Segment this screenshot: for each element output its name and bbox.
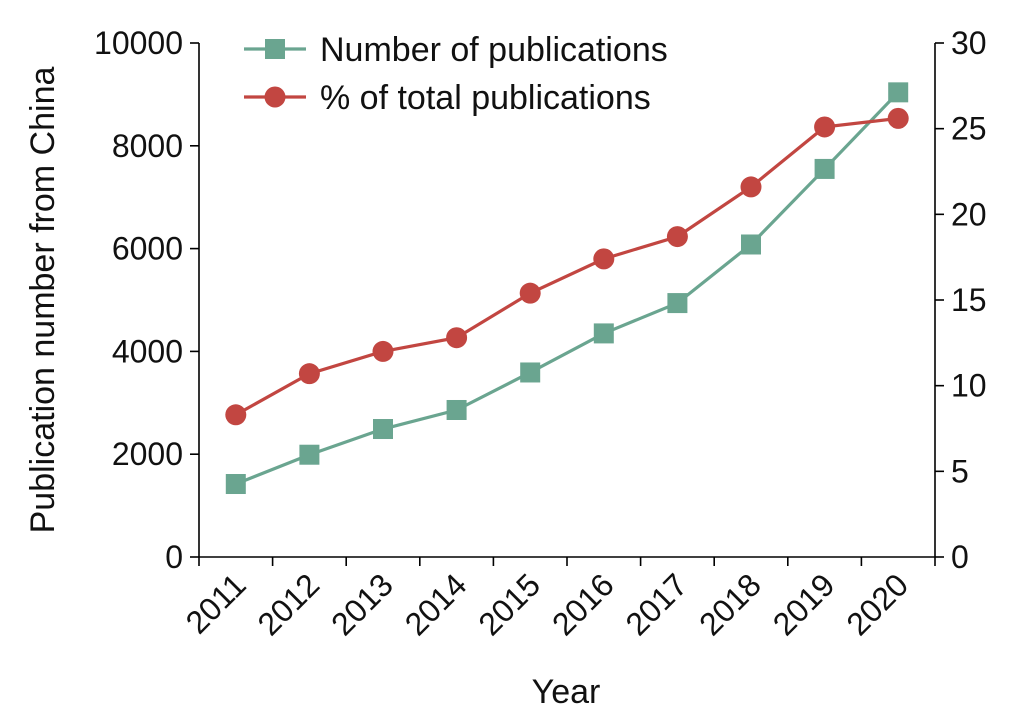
data-point-square xyxy=(667,293,688,314)
data-point-square xyxy=(814,158,835,179)
x-axis-title: Year xyxy=(532,673,601,711)
x-tick-label: 2015 xyxy=(471,566,547,642)
series-line-percent xyxy=(235,116,899,417)
x-tick-label: 2014 xyxy=(398,566,474,642)
legend-marker-square xyxy=(265,39,285,59)
data-point-square xyxy=(593,323,614,344)
y-right-tick-label: 10 xyxy=(951,368,987,404)
y-right-tick-label: 20 xyxy=(951,196,987,232)
data-point-square xyxy=(888,82,909,103)
x-tick-label: 2020 xyxy=(839,566,915,642)
y-right-tick-label: 30 xyxy=(951,25,987,61)
y-axis-left-title: Publication number from China xyxy=(24,67,62,534)
x-tick-label: 2019 xyxy=(766,566,842,642)
data-point-circle xyxy=(519,282,541,304)
data-point-square xyxy=(299,444,320,465)
data-point-square xyxy=(225,474,246,495)
x-tick-label: 2012 xyxy=(251,566,327,642)
legend-label: % of total publications xyxy=(320,79,651,117)
y-right-tick-label: 5 xyxy=(951,453,969,489)
data-point-circle xyxy=(298,363,320,385)
y-right-tick-label: 25 xyxy=(951,111,987,147)
chart-series xyxy=(225,82,909,495)
data-point-square xyxy=(741,234,761,255)
y-left-tick-label: 0 xyxy=(165,539,183,575)
y-left-tick-label: 4000 xyxy=(112,333,183,369)
data-point-circle xyxy=(887,107,909,129)
y-left-tick-label: 6000 xyxy=(112,231,183,267)
y-left-tick-label: 2000 xyxy=(112,436,183,472)
x-tick-label: 2017 xyxy=(619,566,695,642)
data-point-circle xyxy=(666,226,688,248)
legend-label: Number of publications xyxy=(320,31,668,69)
y-left-tick-label: 8000 xyxy=(112,128,183,164)
data-point-circle xyxy=(814,116,836,138)
data-point-circle xyxy=(593,248,615,270)
data-point-square xyxy=(373,419,393,440)
legend-marker-circle xyxy=(264,86,286,108)
data-point-circle xyxy=(446,327,468,349)
series-line-publications xyxy=(235,91,900,486)
chart-legend: Number of publications % of total publica… xyxy=(244,31,668,117)
x-tick-label: 2018 xyxy=(692,566,768,642)
data-point-circle xyxy=(740,176,762,198)
chart-axes: 0200040006000800010000051015202530201120… xyxy=(94,25,987,642)
data-point-circle xyxy=(372,340,394,362)
x-tick-label: 2013 xyxy=(324,566,400,642)
data-point-circle xyxy=(225,404,247,426)
x-tick-label: 2016 xyxy=(545,566,621,642)
y-left-tick-label: 10000 xyxy=(94,25,183,61)
data-point-square xyxy=(446,399,467,420)
y-right-tick-label: 0 xyxy=(951,539,969,575)
y-right-tick-label: 15 xyxy=(951,282,987,318)
x-tick-label: 2011 xyxy=(179,566,253,640)
data-point-square xyxy=(520,362,541,383)
